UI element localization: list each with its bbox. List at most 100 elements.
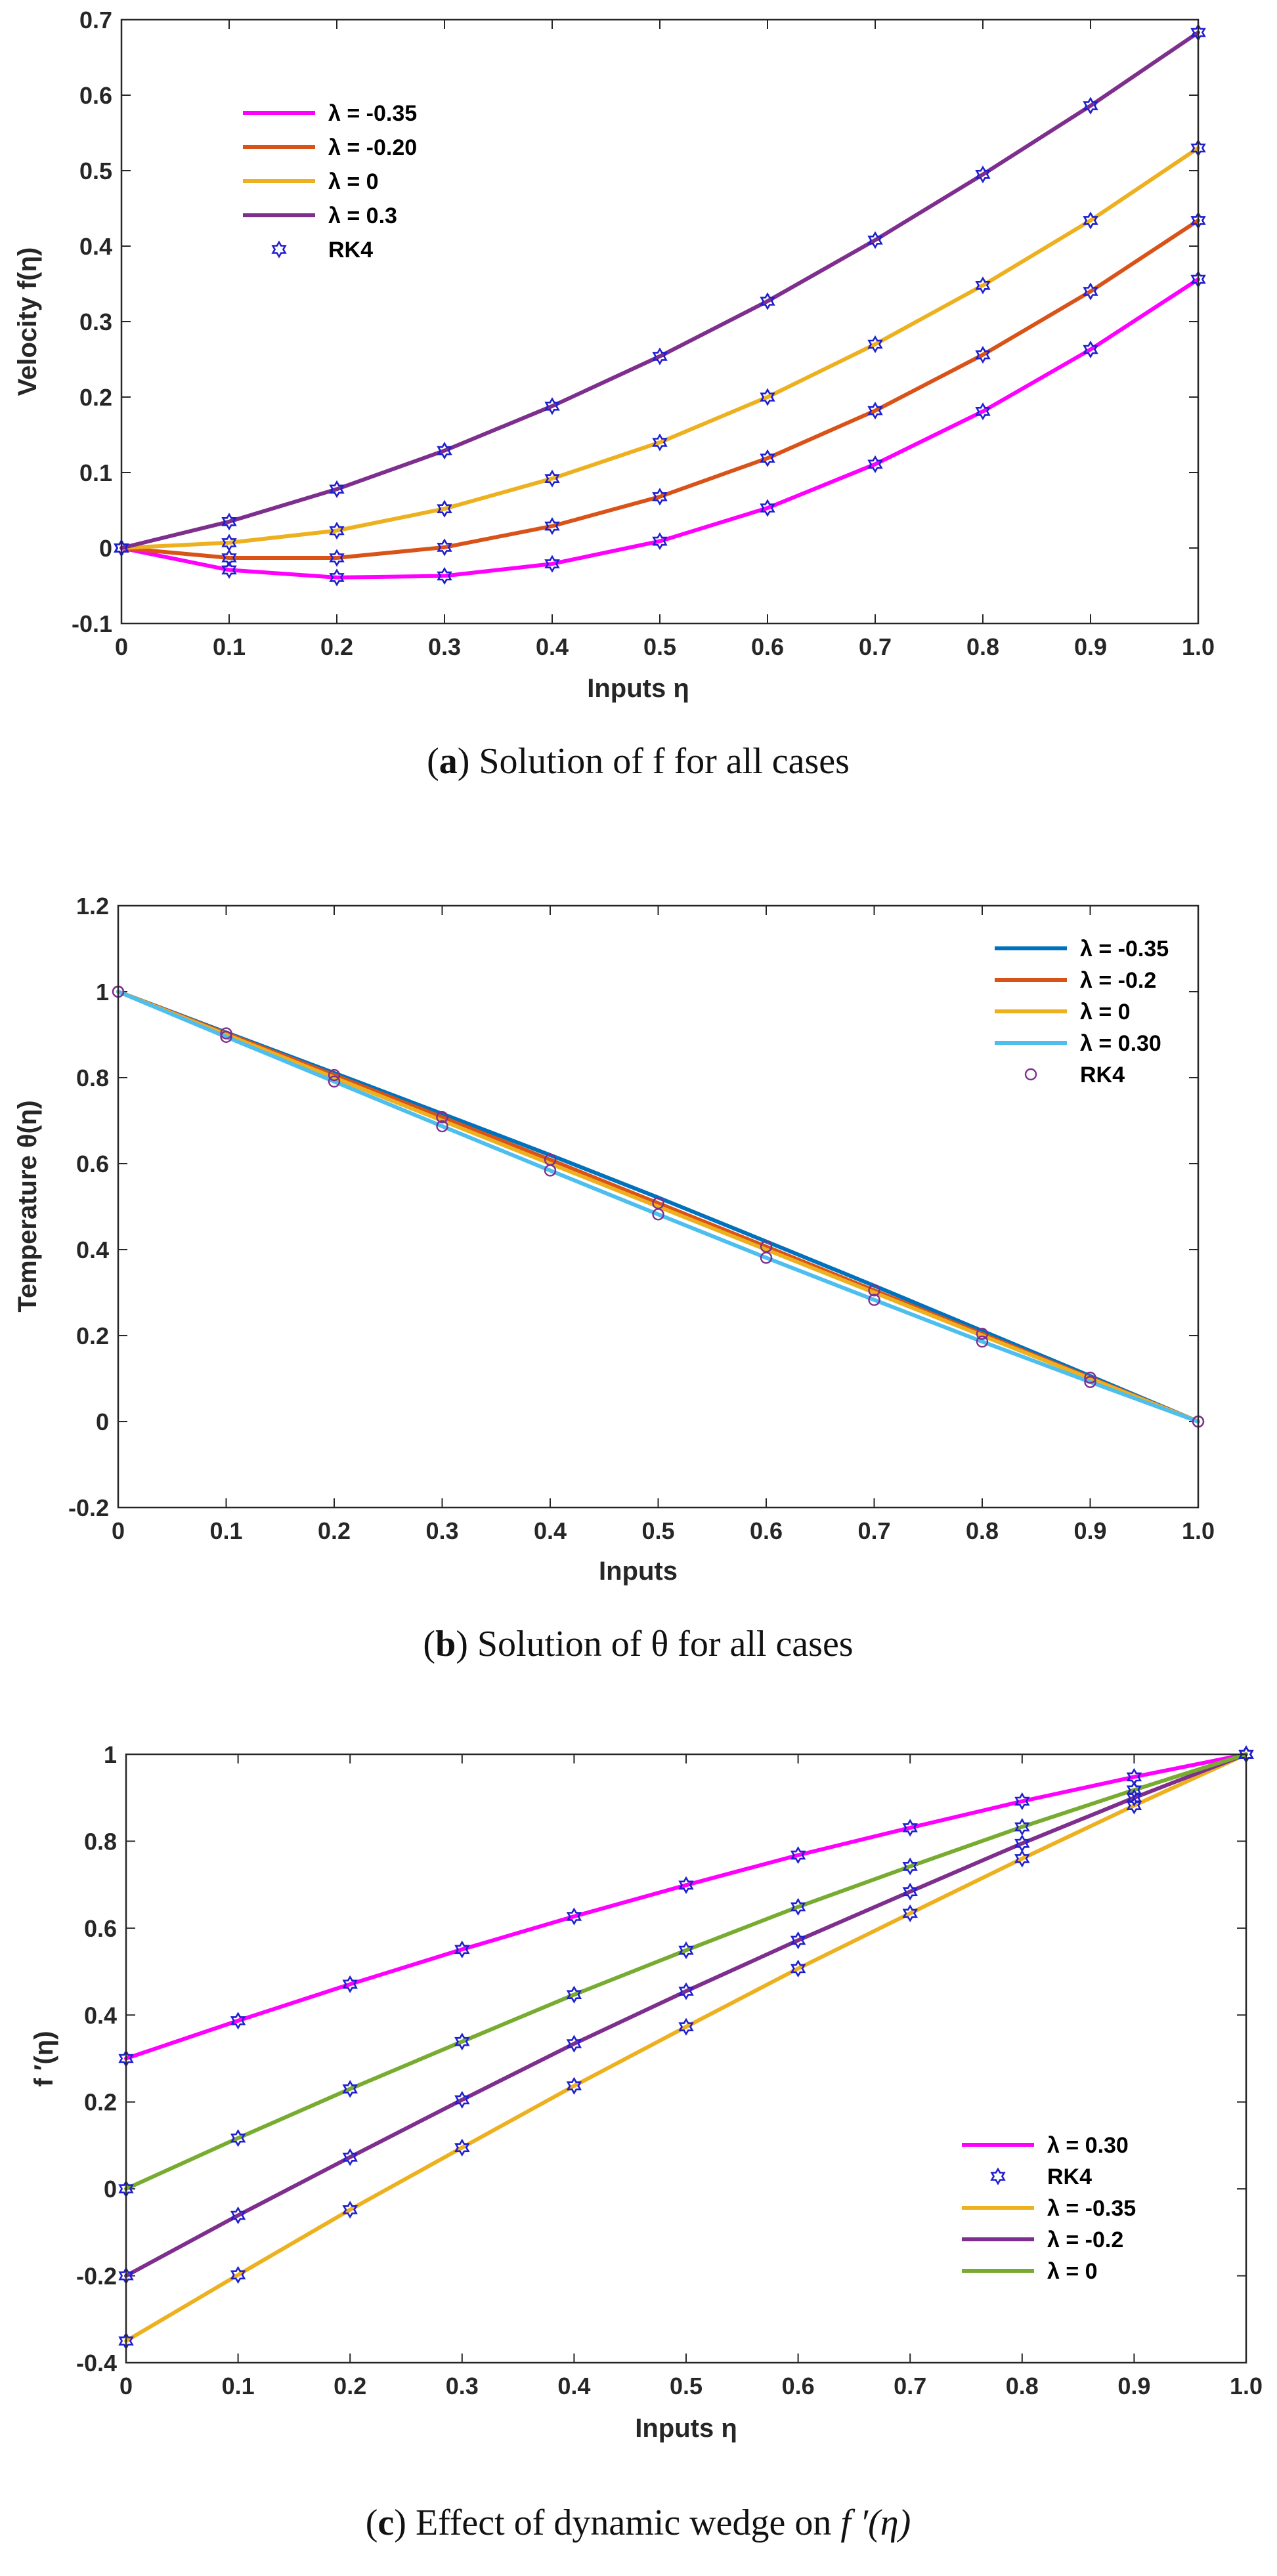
series-line [124,1752,1248,2191]
rk4-marker [760,449,775,467]
x-tick-label: 0.6 [750,1517,783,1544]
series-line [119,277,1200,580]
caption-text: Effect of dynamic wedge on [416,2502,831,2543]
x-axis-label: Inputs [599,1557,678,1586]
rk4-marker [1083,340,1098,359]
rk4-marker [1014,1792,1030,1811]
x-tick-label: 0.5 [670,2373,703,2399]
rk4-marker [437,538,452,557]
rk4-marker [566,2035,582,2053]
y-tick-label: 0.1 [79,459,112,486]
rk4-marker [652,347,668,366]
rk4-marker [566,2077,582,2095]
x-tick-label: 1.0 [1182,1517,1215,1544]
y-tick-label: -0.4 [76,2350,117,2376]
y-tick-label: -0.2 [76,2263,117,2290]
y-tick-label: 1.2 [76,893,109,919]
y-tick-label: 0.8 [76,1065,109,1091]
caption-tag: b [435,1624,456,1664]
rk4-marker [1126,1781,1142,1799]
rk4-marker [220,1027,232,1040]
x-tick-label: 0.4 [557,2373,590,2399]
rk4-marker [454,2033,470,2051]
series-line [116,990,1200,1424]
rk4-marker [566,1985,582,2004]
rk4-marker [454,1940,470,1958]
rk4-marker [652,488,668,506]
x-tick-label: 0.2 [334,2373,366,2399]
chart-b: 0 0.1 0.2 0.3 0.4 0.5 0.6 0.7 0.8 0.9 1.0-0.200.20… [13,893,1215,1664]
rk4-marker [454,2090,470,2109]
rk4-marker [436,1111,448,1124]
x-tick-label: 0.6 [751,633,784,660]
x-tick-label: 0.5 [643,633,676,660]
rk4-marker [1014,1834,1030,1853]
chart-a: 0 0.1 0.2 0.3 0.4 0.5 0.6 0.7 0.8 0.9 1.0-0.100.10… [13,7,1215,782]
rk4-marker [867,231,883,249]
y-tick-label: 0 [104,2176,117,2203]
x-tick-label: 0.8 [966,1517,999,1544]
plot-area [121,20,1198,623]
x-tick-label: 0 [112,1517,125,1544]
x-tick-label: 1.0 [1182,633,1215,660]
legend-label: λ = 0.30 [1080,1031,1161,1056]
x-tick-label: 0.9 [1074,633,1107,660]
y-tick-label: 0.3 [79,308,112,335]
x-axis-label: Inputs η [635,2414,737,2443]
rk4-marker [342,2201,358,2219]
rk4-marker [760,499,775,517]
rk4-marker [329,568,345,587]
rk4-marker [329,521,345,540]
y-tick-label: 0 [99,535,112,562]
caption-paren-close: ) [456,1624,477,1664]
rk4-marker [976,1328,989,1340]
legend-label: λ = -0.2 [1080,968,1156,993]
y-tick-label: -0.1 [72,610,112,637]
x-tick-label: 0.3 [446,2373,479,2399]
x-tick-label: 0.2 [318,1517,351,1544]
legend-label: λ = 0.3 [328,203,397,228]
x-tick-label: 0.8 [1006,2373,1039,2399]
x-tick-label: 0 [115,633,128,660]
rk4-marker [902,1857,918,1876]
y-tick-label: 0.7 [79,7,112,33]
rk4-marker [1084,1376,1096,1388]
rk4-marker [230,2012,246,2030]
x-tick-label: 0.4 [534,1517,567,1544]
legend: λ = 0.30 RK4 λ = -0.35 λ = -0.2 λ = 0 [962,2133,1136,2284]
rk4-marker [437,442,452,460]
rk4-marker [652,433,668,452]
series-line [124,1752,1248,2278]
rk4-marker [454,2138,470,2157]
legend: λ = -0.35 λ = -0.20 λ = 0 λ = 0.3 RK4 [243,101,417,263]
rk4-marker [437,499,452,518]
rk4-marker [328,1075,341,1088]
rk4-marker [868,1294,880,1306]
x-tick-label: 0.7 [859,633,892,660]
caption-text: Solution of θ for all cases [477,1624,854,1664]
y-tick-label: 0.8 [84,1828,117,1855]
rk4-marker [329,549,345,567]
rk4-marker [678,1876,694,1894]
rk4-marker [790,1931,806,1949]
rk4-marker [790,1959,806,1977]
x-tick-label: 0.8 [966,633,999,660]
rk4-marker [975,346,991,364]
legend-label: λ = -0.20 [328,135,417,160]
rk4-marker [544,517,560,536]
y-tick-label: 0.6 [76,1151,109,1177]
legend-label: λ = 0 [1047,2259,1098,2284]
legend-label: RK4 [1080,1063,1125,1087]
plot-frame [120,18,1200,625]
legend-label: λ = -0.35 [328,101,417,126]
rk4-marker [867,335,883,354]
x-tick-label: 0.3 [425,1517,458,1544]
x-tick-label: 0 [119,2373,133,2399]
figure-caption: (a) Solution of f for all cases [427,741,850,782]
legend-label: λ = -0.35 [1047,2196,1136,2221]
legend: λ = -0.35 λ = -0.2 λ = 0 λ = 0.30 RK4 [995,937,1169,1087]
rk4-marker [1014,1849,1030,1868]
caption-text: Solution of f for all cases [479,741,850,782]
rk4-marker [221,549,237,567]
